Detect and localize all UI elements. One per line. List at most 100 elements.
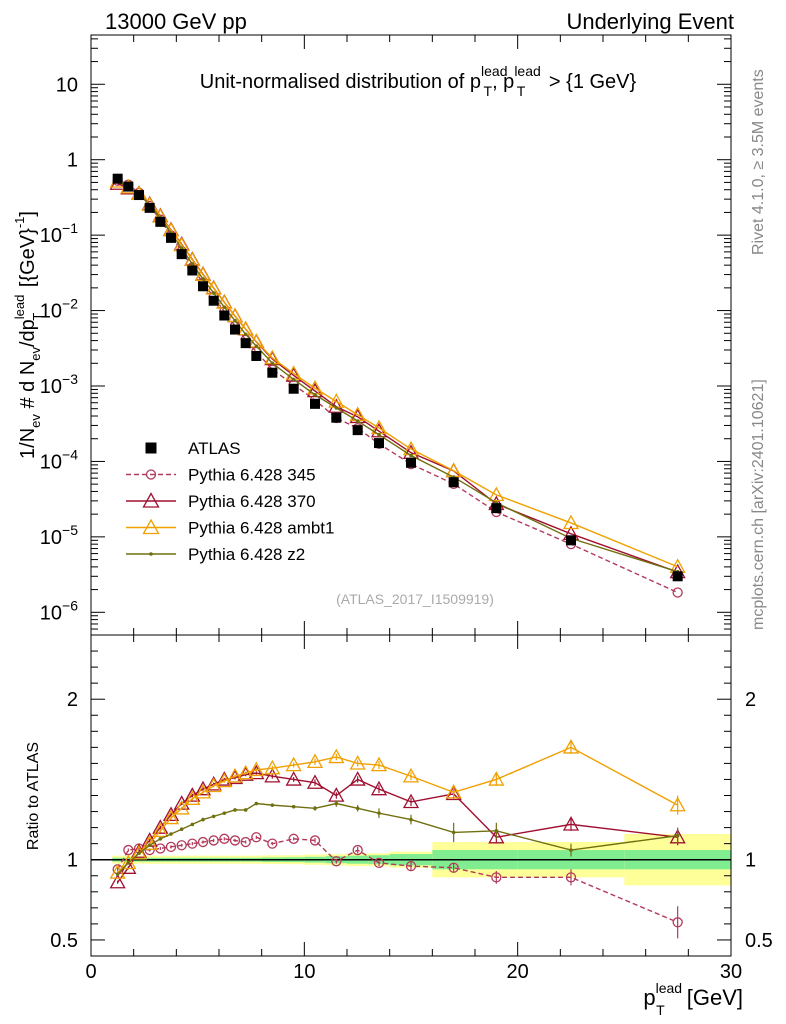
legend-marker: [149, 552, 153, 556]
ratio-point-pythia-6-428-z2: [201, 817, 205, 822]
ratio-tick-label-right: 0.5: [745, 930, 773, 952]
ratio-point-pythia-6-428-z2: [334, 801, 339, 806]
main-point-atlas: [230, 324, 240, 335]
y-tick-label: 10−3: [40, 371, 78, 398]
ratio-point-pythia-6-428-345: [373, 857, 385, 869]
ratio-point-pythia-6-428-ambt1: [237, 764, 254, 780]
ratio-point-pythia-6-428-370: [194, 780, 212, 796]
x-axis-label: plead T [GeV]: [643, 980, 743, 1018]
ratio-point-pythia-6-428-370: [306, 774, 324, 789]
main-point-pythia-6-428-z2: [409, 453, 413, 458]
ratio-point-pythia-6-428-ambt1: [370, 756, 388, 772]
ratio-point-pythia-6-428-345: [208, 835, 219, 846]
legend-marker: [142, 492, 160, 508]
main-point-pythia-6-428-z2: [211, 291, 216, 295]
ratio-point-pythia-6-428-z2: [222, 811, 227, 815]
ratio-point-pythia-6-428-ambt1: [226, 767, 244, 783]
y-tick-label: 10−4: [40, 446, 78, 473]
main-point-atlas: [166, 232, 176, 243]
y-tick-label: 10−1: [40, 220, 78, 247]
legend-marker: [142, 518, 160, 535]
ratio-point-pythia-6-428-ambt1: [349, 755, 366, 770]
ratio-point-pythia-6-428-345: [219, 833, 230, 844]
ratio-point-pythia-6-428-z2: [409, 817, 413, 822]
main-point-pythia-6-428-z2: [334, 406, 339, 410]
main-point-atlas: [208, 295, 219, 306]
main-point-atlas: [144, 202, 155, 213]
ratio-point-pythia-6-428-z2: [377, 811, 381, 815]
ratio-point-pythia-6-428-z2: [126, 861, 131, 865]
ratio-point-pythia-6-428-z2: [158, 837, 163, 841]
ratio-point-pythia-6-428-z2: [233, 808, 237, 812]
ratio-tick-label-right: 2: [745, 689, 756, 711]
legend-marker: [145, 469, 157, 480]
ratio-tick-label: 0.5: [50, 930, 78, 952]
ratio-point-pythia-6-428-370: [445, 785, 462, 801]
ratio-point-pythia-6-428-ambt1: [264, 759, 281, 775]
main-point-pythia-6-428-z2: [254, 344, 259, 348]
ratio-point-pythia-6-428-345: [352, 844, 363, 856]
ratio-point-pythia-6-428-ambt1: [162, 809, 180, 825]
ratio-point-pythia-6-428-ambt1: [488, 771, 505, 786]
main-point-pythia-6-428-z2: [313, 392, 317, 397]
ratio-point-pythia-6-428-345: [267, 838, 278, 849]
main-point-atlas: [155, 216, 166, 227]
legend: ATLAS Pythia 6.428 345 Pythia 6.428 370 Pyt…: [126, 439, 334, 564]
ratio-point-pythia-6-428-345: [229, 835, 241, 846]
main-point-pythia-6-428-z2: [243, 332, 248, 337]
plot-title: Unit-normalised distribution of plead T, …: [200, 63, 637, 99]
ratio-tick-label-right: 1: [745, 850, 756, 872]
ratio-point-pythia-6-428-z2: [190, 822, 195, 827]
ratio-point-pythia-6-428-370: [562, 816, 580, 831]
main-point-pythia-6-428-z2: [233, 318, 237, 323]
ratio-point-pythia-6-428-345: [309, 835, 321, 846]
ratio-point-pythia-6-428-370: [264, 767, 281, 783]
header-beam-label: 13000 GeV pp: [105, 9, 247, 34]
ratio-point-pythia-6-428-z2: [137, 851, 141, 856]
legend-label: ATLAS: [188, 439, 241, 458]
ratio-point-pythia-6-428-345: [240, 836, 251, 848]
main-point-atlas: [448, 477, 459, 488]
ratio-point-pythia-6-428-370: [248, 764, 265, 780]
legend-label: Pythia 6.428 z2: [188, 545, 305, 564]
ratio-point-pythia-6-428-z2: [254, 801, 259, 806]
ratio-point-pythia-6-428-345: [176, 840, 187, 851]
ratio-point-pythia-6-428-345: [251, 832, 262, 843]
x-tick-label: 20: [507, 961, 529, 983]
legend-label: Pythia 6.428 345: [188, 466, 316, 485]
main-point-atlas: [288, 383, 299, 394]
main-panel-series: [109, 173, 686, 598]
ratio-point-pythia-6-428-ambt1: [402, 767, 420, 783]
main-point-atlas: [267, 367, 278, 378]
ratio-point-pythia-6-428-ambt1: [248, 761, 265, 777]
ratio-point-pythia-6-428-345: [197, 836, 209, 848]
main-point-atlas: [219, 310, 230, 321]
y-tick-label: 10−2: [40, 296, 78, 323]
main-point-atlas: [374, 438, 384, 449]
ratio-point-pythia-6-428-ambt1: [205, 777, 222, 793]
ratio-point-pythia-6-428-370: [370, 780, 388, 796]
ratio-panel-series: [109, 739, 686, 939]
x-tick-label: 0: [85, 961, 96, 983]
ratio-point-pythia-6-428-ambt1: [120, 854, 137, 870]
ratio-y-axis-label: Ratio to ATLAS: [25, 742, 42, 850]
ratio-point-pythia-6-428-345: [672, 917, 683, 928]
ratio-point-pythia-6-428-ambt1: [669, 796, 686, 812]
ratio-point-pythia-6-428-345: [288, 833, 299, 844]
main-line-pythia-6-428-370: [117, 182, 678, 573]
ratio-point-pythia-6-428-z2: [569, 848, 573, 852]
main-point-atlas: [198, 281, 208, 292]
header-process-label: Underlying Event: [566, 9, 734, 34]
main-point-atlas: [310, 398, 320, 409]
main-point-atlas: [491, 503, 502, 514]
ratio-tick-label: 2: [67, 689, 78, 711]
ratio-point-pythia-6-428-z2: [243, 808, 248, 812]
ratio-point-pythia-6-428-ambt1: [285, 756, 302, 772]
main-point-atlas: [566, 535, 576, 546]
x-tick-label: 10: [293, 961, 315, 983]
ratio-point-pythia-6-428-z2: [169, 832, 173, 836]
main-point-atlas: [176, 249, 187, 260]
ratio-point-pythia-6-428-z2: [270, 803, 275, 807]
ratio-point-pythia-6-428-370: [109, 873, 126, 889]
main-point-pythia-6-428-z2: [222, 305, 227, 309]
